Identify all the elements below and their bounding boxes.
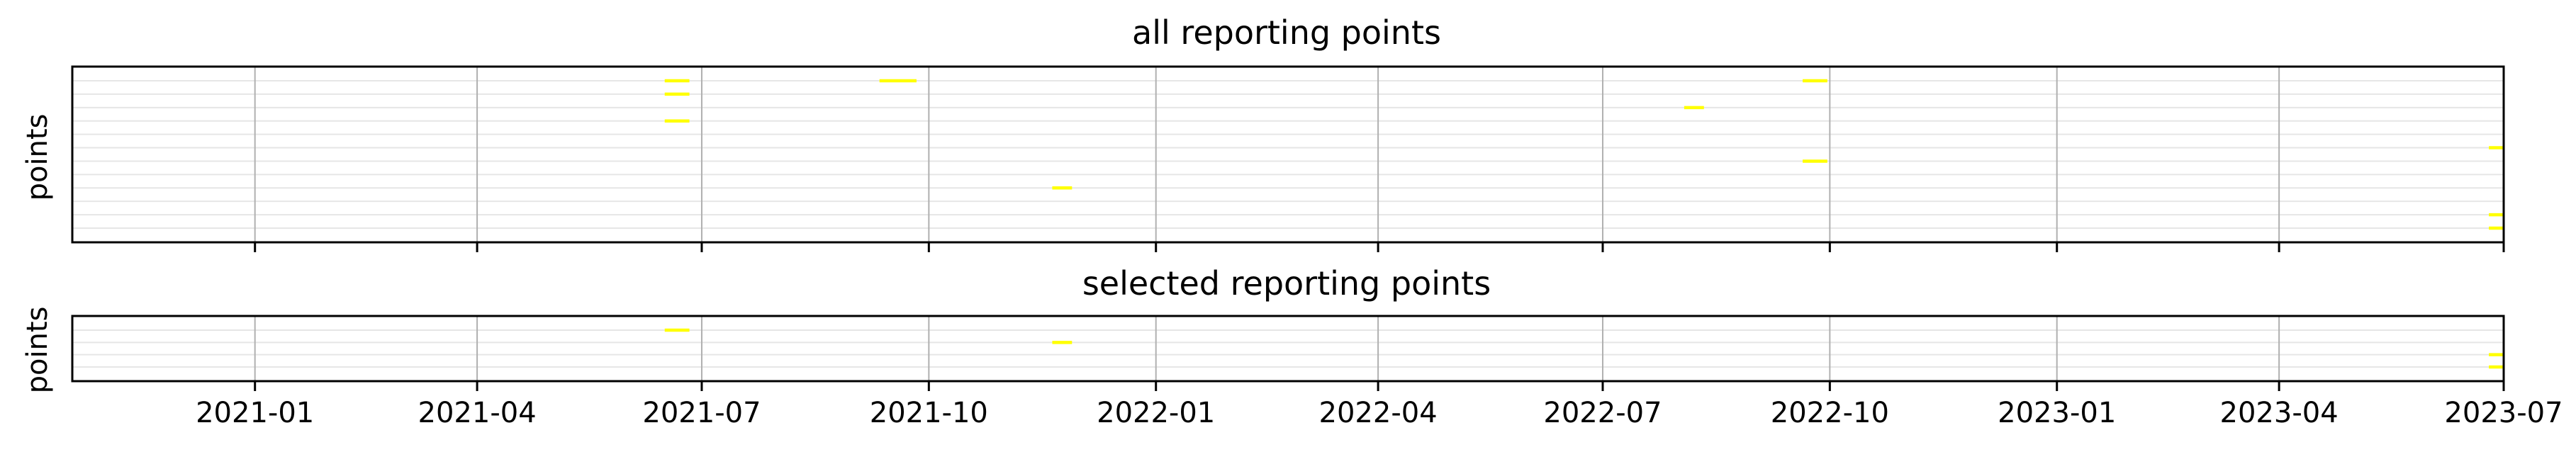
panel-all: all reporting points points [21,13,2505,252]
ylabel-all: points [21,114,54,201]
xtick-label: 2021-07 [642,397,761,429]
xtick-labels: 2021-01 2021-04 2021-07 2021-10 2022-01 2022-… [196,397,2563,429]
events-selected [664,328,2504,369]
xtick-label: 2023-07 [2444,397,2563,429]
plot-frame-all [71,65,2505,244]
ylabel-selected: points [21,307,54,394]
xticks-selected [254,381,2505,391]
events-all [664,79,2504,230]
grid-selected [72,316,2504,381]
xtick-label: 2022-07 [1543,397,1662,429]
xtick-label: 2021-04 [418,397,537,429]
xtick-label: 2021-01 [196,397,314,429]
xticks-all [254,242,2505,252]
xtick-label: 2023-04 [2220,397,2339,429]
xtick-label: 2022-10 [1771,397,1889,429]
xtick-label: 2021-10 [870,397,988,429]
panel-selected: selected reporting points points 2021-01… [21,264,2563,429]
xtick-label: 2022-01 [1097,397,1215,429]
xtick-label: 2022-04 [1319,397,1438,429]
title-all: all reporting points [1132,13,1441,52]
plot-frame-selected [71,315,2505,383]
grid-all [72,67,2504,242]
title-selected: selected reporting points [1082,264,1491,303]
xtick-label: 2023-01 [1998,397,2116,429]
